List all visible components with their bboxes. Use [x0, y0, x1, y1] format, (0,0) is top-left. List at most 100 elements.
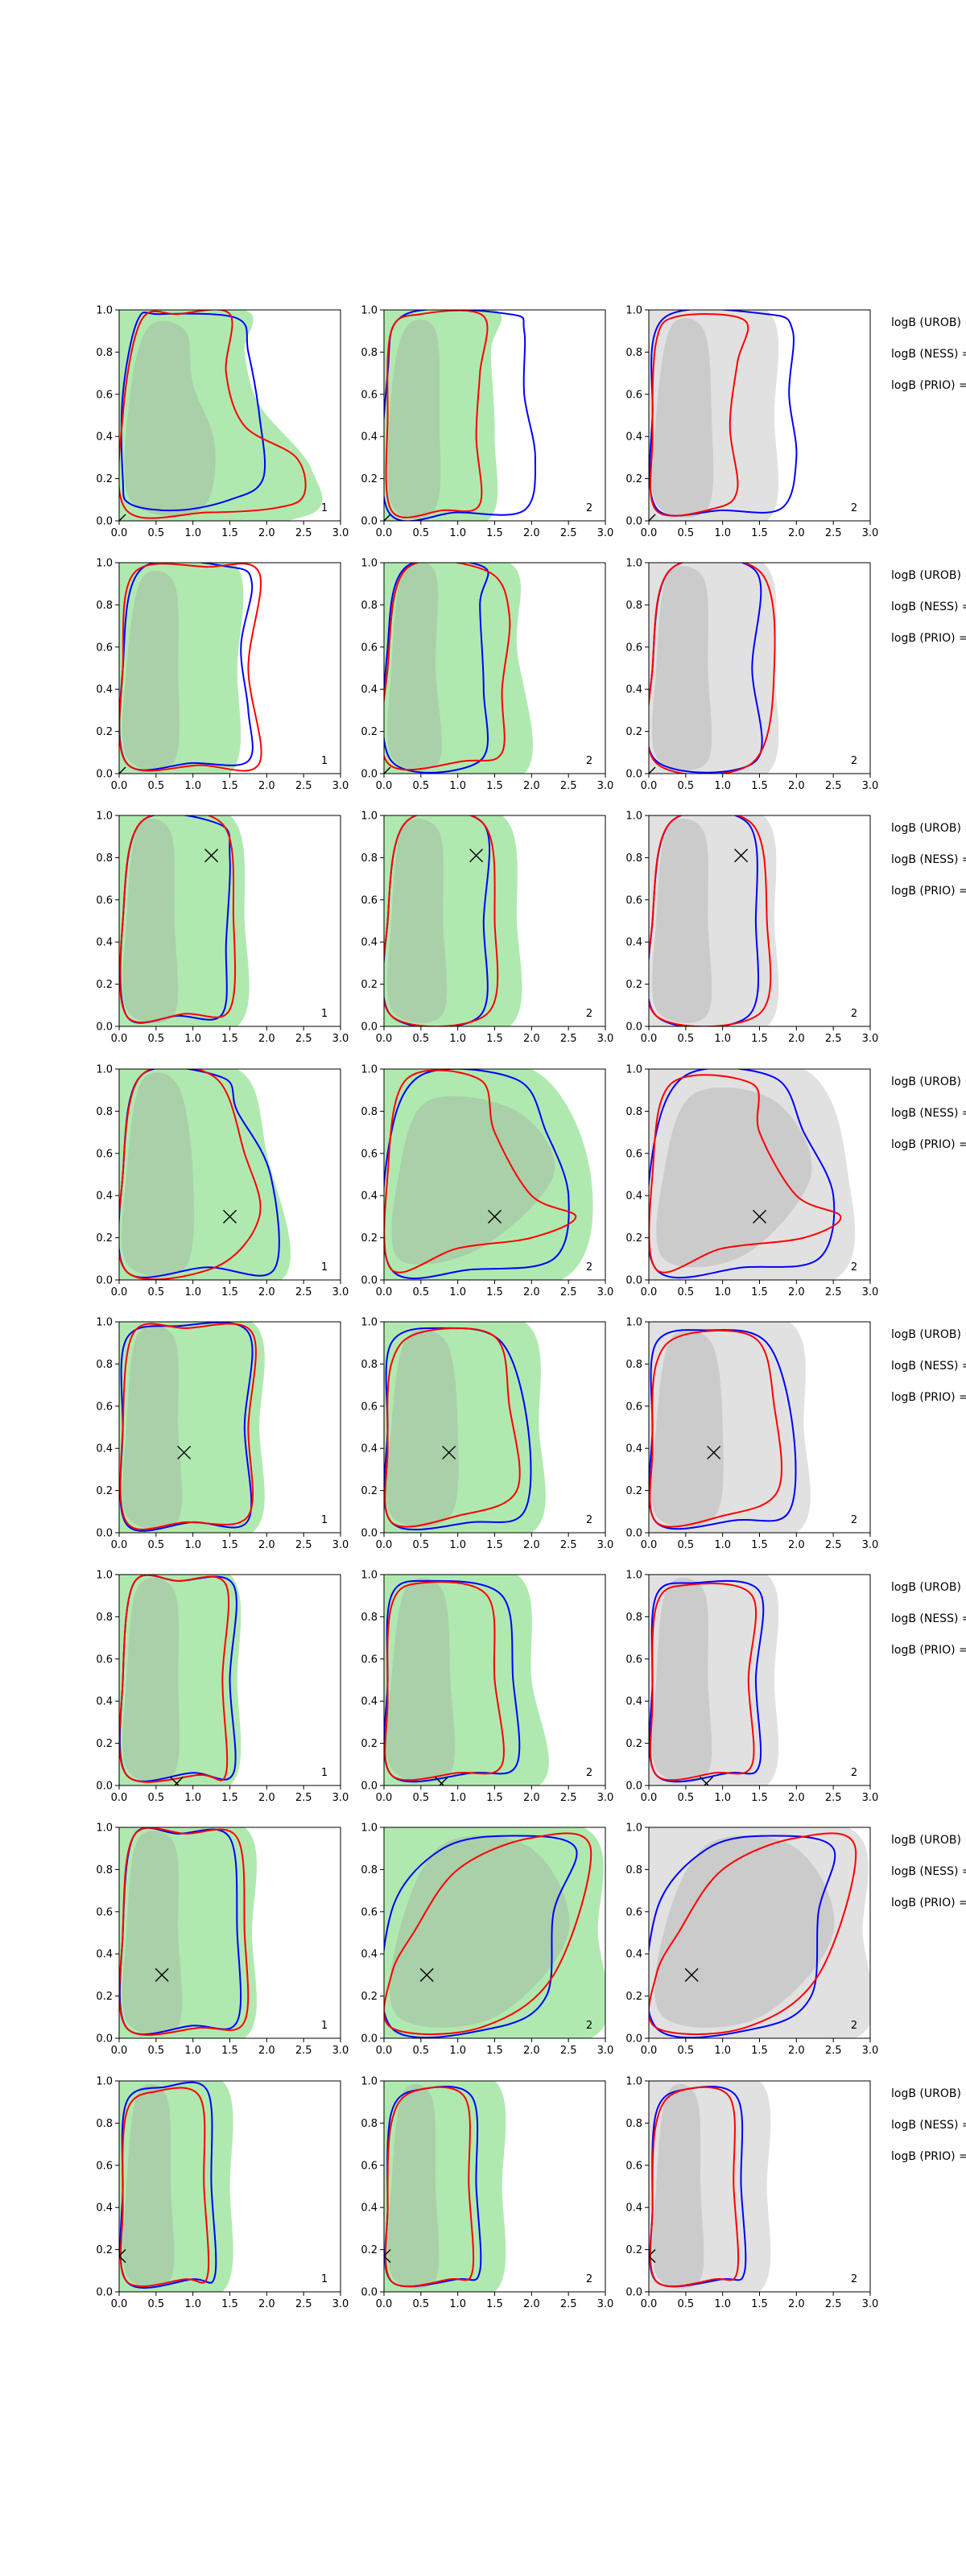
- density-core-fill: [122, 1831, 183, 2035]
- panel-number-label: 2: [851, 1514, 857, 1526]
- plot-area: [384, 310, 537, 521]
- y-tick-label: 0.6: [96, 2160, 113, 2172]
- y-tick-label: 0.0: [96, 1781, 113, 1793]
- x-tick-label: 0.5: [147, 1286, 164, 1298]
- x-tick-label: 1.0: [184, 1792, 201, 1804]
- blue-contour: [119, 1322, 254, 1532]
- true-value-marker: [684, 1967, 699, 1982]
- panel-number-label: 2: [586, 1514, 592, 1526]
- plot-area: [649, 563, 779, 774]
- true-value-marker: [649, 766, 656, 774]
- y-tick-label: 0.0: [625, 2287, 642, 2299]
- x-tick-label: 3.0: [862, 527, 879, 539]
- y-tick-label: 1.0: [96, 558, 113, 570]
- side-labels-row-7: logB (UROB) = logB (NESS) = logB (PRIO) =: [891, 1834, 966, 1909]
- panel-r5-c2: 0.0 0.5 1.0 1.5 2.0 2.5 3.0 0.0 0.2 0.4 0.6 0.8 1.0 2: [361, 1317, 613, 1552]
- x-tick-label: 3.0: [862, 1539, 879, 1551]
- x-tick-label: 1.0: [714, 1539, 731, 1551]
- x-tick-label: 1.5: [486, 2045, 503, 2057]
- y-tick-label: 0.4: [96, 1949, 113, 1961]
- x-tick-label: 0.0: [376, 1033, 393, 1045]
- y-tick-label: 0.8: [96, 1864, 113, 1876]
- y-tick-label: 0.6: [96, 642, 113, 654]
- y-tick-label: 1.0: [96, 1317, 113, 1329]
- blue-contour: [120, 312, 266, 512]
- y-tick-label: 1.0: [625, 811, 642, 823]
- y-tick-label: 0.2: [625, 473, 642, 485]
- plot-area: [384, 1069, 593, 1280]
- panel-r2-c1: 0.0 0.5 1.0 1.5 2.0 2.5 3.0 0.0 0.2 0.4 0.6 0.8 1.0 1: [96, 558, 349, 793]
- x-tick-label: 1.0: [449, 527, 466, 539]
- density-core-fill: [387, 563, 443, 770]
- x-tick-label: 2.0: [788, 1286, 805, 1298]
- logb-label: logB (UROB) =: [891, 1328, 966, 1341]
- x-tick-label: 0.0: [641, 1286, 658, 1298]
- plot-area: [119, 1069, 291, 1280]
- panel-number-label: 2: [851, 502, 857, 514]
- y-tick-label: 0.0: [361, 1275, 378, 1287]
- x-tick-label: 2.5: [825, 2298, 842, 2310]
- y-tick-label: 0.8: [96, 1612, 113, 1624]
- y-tick-label: 0.8: [625, 1612, 642, 1624]
- red-contour: [384, 1581, 505, 1781]
- y-tick-label: 0.0: [361, 2033, 378, 2046]
- x-tick-label: 0.0: [641, 1033, 658, 1045]
- logb-label: logB (PRIO) =: [891, 1644, 966, 1657]
- y-tick-label: 0.6: [361, 1906, 378, 1918]
- y-tick-label: 0.0: [625, 1781, 642, 1793]
- y-tick-label: 0.0: [625, 2033, 642, 2046]
- x-tick-label: 2.5: [295, 1286, 312, 1298]
- logb-label: logB (UROB) =: [891, 569, 966, 582]
- x-tick-label: 2.0: [523, 780, 540, 792]
- density-fill: [119, 1322, 265, 1533]
- x-tick-label: 0.5: [147, 1033, 164, 1045]
- x-tick-label: 0.0: [111, 2045, 128, 2057]
- logb-label: logB (UROB) =: [891, 1581, 966, 1594]
- y-tick-label: 1.0: [361, 305, 378, 317]
- y-tick-label: 0.0: [96, 2033, 113, 2046]
- blue-contour: [384, 563, 489, 774]
- y-tick-label: 0.6: [625, 1148, 642, 1160]
- y-tick-label: 0.8: [361, 347, 378, 359]
- panel-r3-c3: 0.0 0.5 1.0 1.5 2.0 2.5 3.0 0.0 0.2 0.4 0.6 0.8 1.0 2: [625, 811, 878, 1046]
- density-fill: [649, 563, 779, 774]
- x-tick-label: 3.0: [332, 1792, 349, 1804]
- y-tick-label: 0.4: [96, 1696, 113, 1708]
- red-contour: [119, 1069, 262, 1280]
- y-tick-label: 0.4: [625, 431, 642, 444]
- density-core-fill: [122, 1325, 183, 1530]
- y-tick-label: 0.2: [96, 2244, 113, 2256]
- true-value-marker: [204, 848, 219, 863]
- x-tick-label: 1.0: [449, 1792, 466, 1804]
- red-contour: [119, 1323, 257, 1530]
- y-tick-label: 0.6: [625, 642, 642, 654]
- density-fill: [649, 2081, 771, 2292]
- x-tick-label: 0.0: [641, 1792, 658, 1804]
- x-tick-label: 0.5: [677, 2298, 694, 2310]
- red-contour: [119, 2087, 210, 2288]
- plot-area: [384, 1322, 546, 1533]
- blue-contour: [384, 1835, 578, 2038]
- x-tick-label: 0.0: [641, 2298, 658, 2310]
- y-tick-label: 0.2: [96, 1485, 113, 1497]
- x-tick-label: 1.0: [184, 1033, 201, 1045]
- panel-number-label: 1: [321, 2020, 328, 2032]
- y-tick-label: 1.0: [96, 2076, 113, 2088]
- x-tick-label: 0.0: [376, 1539, 393, 1551]
- x-tick-label: 1.5: [751, 1539, 768, 1551]
- x-tick-label: 3.0: [597, 2298, 614, 2310]
- red-contour: [649, 1832, 857, 2036]
- y-tick-label: 0.8: [96, 1106, 113, 1118]
- x-tick-label: 1.0: [184, 2298, 201, 2310]
- true-value-marker: [170, 1776, 184, 1785]
- x-tick-label: 0.5: [412, 1792, 429, 1804]
- red-contour: [119, 310, 307, 519]
- y-tick-label: 0.4: [96, 937, 113, 949]
- x-tick-label: 1.5: [751, 2045, 768, 2057]
- x-tick-label: 0.0: [376, 2298, 393, 2310]
- y-tick-label: 0.4: [96, 684, 113, 696]
- x-tick-label: 1.5: [221, 527, 238, 539]
- y-tick-label: 0.2: [625, 2244, 642, 2256]
- y-tick-label: 0.8: [625, 347, 642, 359]
- x-tick-label: 0.5: [677, 1792, 694, 1804]
